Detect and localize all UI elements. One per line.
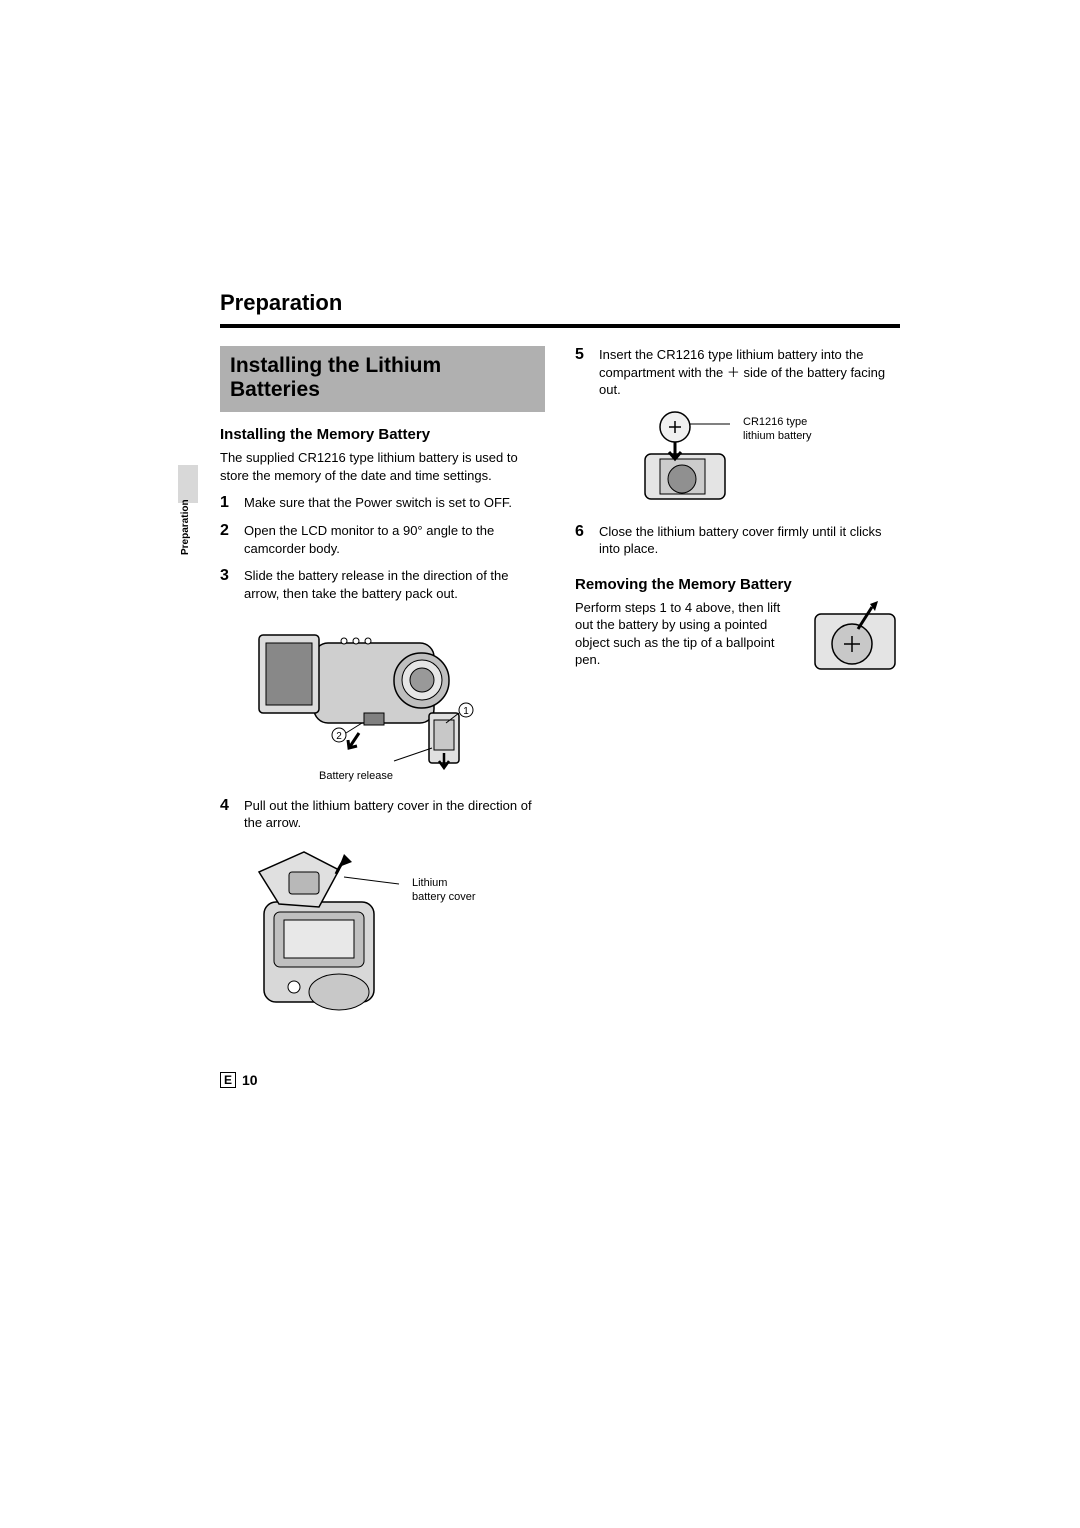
removal-section: Perform steps 1 to 4 above, then lift ou… (575, 599, 900, 684)
svg-text:1: 1 (463, 706, 469, 717)
step-text: Close the lithium battery cover firmly u… (599, 523, 900, 558)
figure-label-lithium-cover-1: Lithium (412, 876, 476, 890)
right-column: 5 Insert the CR1216 type lithium battery… (575, 346, 900, 1031)
left-column: Installing the Lithium Batteries Install… (220, 346, 545, 1031)
step-number: 5 (575, 346, 589, 399)
page-content: Preparation Installing the Lithium Batte… (220, 290, 900, 1031)
step-6: 6 Close the lithium battery cover firmly… (575, 523, 900, 558)
camcorder-illustration: 1 2 (244, 613, 474, 778)
subheading-removing: Removing the Memory Battery (575, 576, 900, 593)
figure-label-cr1216-1: CR1216 type (743, 415, 811, 429)
page-number: E 10 (220, 1072, 258, 1088)
side-tab-label: Preparation (180, 499, 191, 555)
step-number: 4 (220, 797, 234, 832)
side-tab-background (178, 465, 198, 503)
removal-text: Perform steps 1 to 4 above, then lift ou… (575, 599, 800, 669)
chapter-title: Preparation (220, 290, 900, 316)
figure-camcorder: 1 2 Battery release (244, 613, 545, 783)
remove-battery-illustration (810, 599, 900, 684)
step-number: 1 (220, 494, 234, 512)
step-number: 2 (220, 522, 234, 557)
battery-cover-illustration (244, 842, 404, 1017)
step-number: 3 (220, 567, 234, 602)
horizontal-rule (220, 324, 900, 328)
subheading-install-memory: Installing the Memory Battery (220, 426, 545, 443)
step-text: Insert the CR1216 type lithium battery i… (599, 346, 900, 399)
step-4: 4 Pull out the lithium battery cover in … (220, 797, 545, 832)
page-letter: E (220, 1072, 236, 1088)
insert-battery-illustration (635, 409, 735, 509)
figure-battery-cover: Lithium battery cover (244, 842, 545, 1017)
svg-text:2: 2 (336, 731, 342, 742)
step-text: Slide the battery release in the directi… (244, 567, 545, 602)
page-num: 10 (242, 1072, 258, 1088)
side-tab: Preparation (178, 465, 198, 555)
step-3: 3 Slide the battery release in the direc… (220, 567, 545, 602)
step-text: Pull out the lithium battery cover in th… (244, 797, 545, 832)
step-text: Make sure that the Power switch is set t… (244, 494, 512, 512)
section-title: Installing the Lithium Batteries (230, 354, 535, 402)
step-5: 5 Insert the CR1216 type lithium battery… (575, 346, 900, 399)
step-number: 6 (575, 523, 589, 558)
figure-insert-battery: CR1216 type lithium battery (635, 409, 900, 509)
step-2: 2 Open the LCD monitor to a 90° angle to… (220, 522, 545, 557)
two-column-layout: Installing the Lithium Batteries Install… (220, 346, 900, 1031)
intro-text: The supplied CR1216 type lithium battery… (220, 449, 545, 484)
step-1: 1 Make sure that the Power switch is set… (220, 494, 545, 512)
section-title-box: Installing the Lithium Batteries (220, 346, 545, 412)
figure-label-lithium-cover-2: battery cover (412, 890, 476, 904)
step-text: Open the LCD monitor to a 90° angle to t… (244, 522, 545, 557)
figure-label-cr1216-2: lithium battery (743, 429, 811, 443)
